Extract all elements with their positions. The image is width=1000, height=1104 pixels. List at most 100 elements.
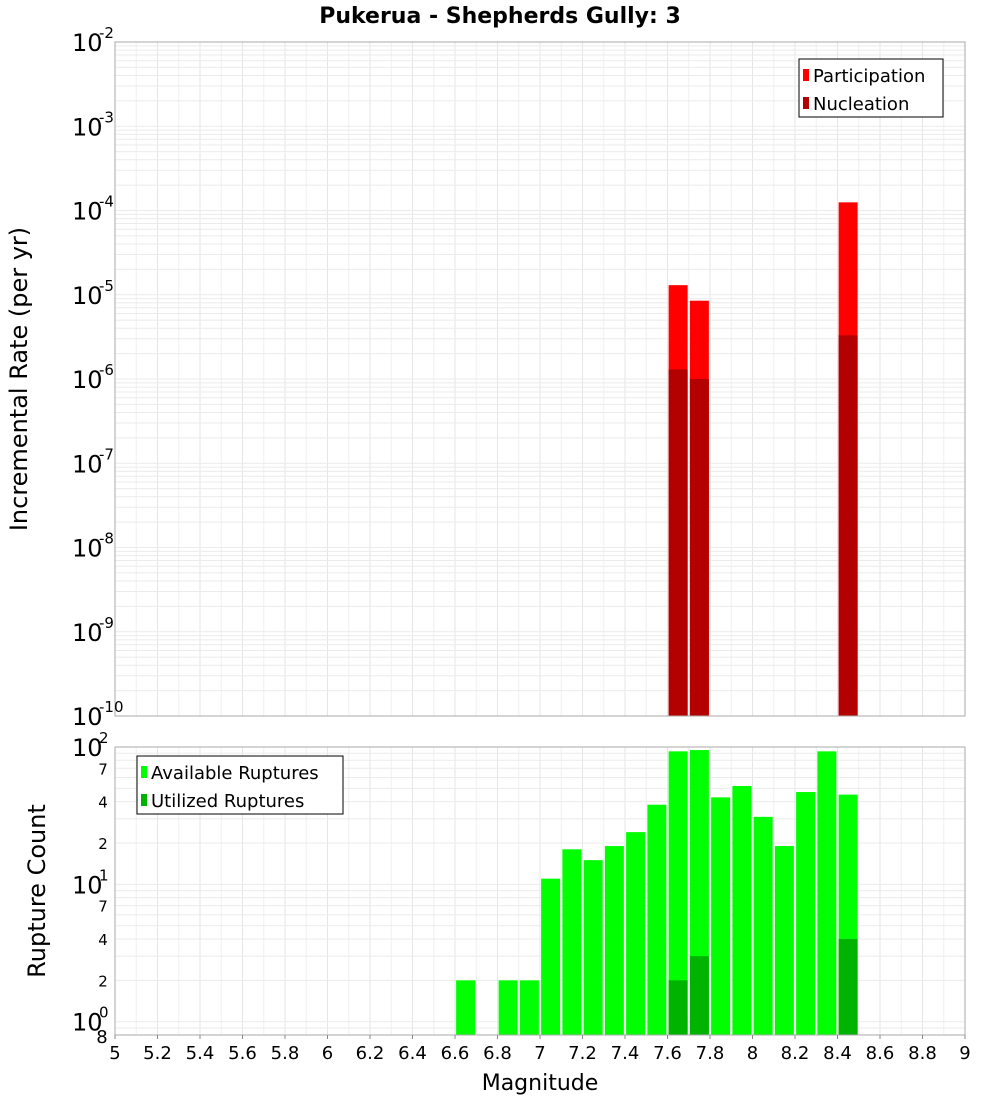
y-tick-base: 10	[72, 450, 103, 478]
y-tick-exponent: -5	[99, 277, 114, 295]
legend-label: Utilized Ruptures	[151, 791, 304, 812]
x-tick-label: 8.2	[781, 1043, 810, 1064]
legend-swatch	[803, 69, 809, 81]
available-ruptures-bar	[456, 980, 476, 1035]
x-tick-label: 9	[959, 1043, 970, 1064]
utilized-ruptures-bar	[689, 956, 709, 1035]
x-tick-label: 8	[747, 1043, 758, 1064]
available-ruptures-bar	[732, 786, 752, 1035]
nucleation-bar	[668, 369, 688, 716]
available-ruptures-bar	[519, 980, 539, 1035]
y-tick-base: 10	[72, 871, 103, 899]
y-tick-base: 10	[72, 703, 103, 731]
x-tick-label: 8.6	[866, 1043, 895, 1064]
y-tick-base: 10	[72, 282, 103, 310]
x-tick-label: 6.4	[398, 1043, 427, 1064]
y-minor-label: 4	[98, 794, 108, 812]
available-ruptures-bar	[498, 980, 518, 1035]
y-minor-label: 7	[98, 760, 108, 778]
x-tick-label: 7.2	[568, 1043, 597, 1064]
y-tick-label: 10-4	[72, 193, 114, 226]
available-ruptures-bar	[753, 816, 773, 1035]
legend-box	[136, 755, 344, 815]
x-tick-label: 7.4	[611, 1043, 640, 1064]
y-minor-label: 4	[98, 931, 108, 949]
y-tick-exponent: 1	[99, 866, 109, 884]
x-tick-label: 7.6	[653, 1043, 682, 1064]
y-minor-label: 8	[96, 1027, 107, 1048]
legend-swatch	[141, 794, 147, 806]
x-axis-title: Magnitude	[482, 1071, 599, 1096]
x-tick-label: 8.8	[908, 1043, 937, 1064]
y-axis-title: Rupture Count	[23, 804, 51, 978]
y-tick-exponent: -6	[99, 361, 114, 379]
utilized-ruptures-bar	[838, 939, 858, 1035]
y-minor-label: 2	[98, 835, 108, 853]
y-minor-label: 7	[98, 898, 108, 916]
y-tick-exponent: -7	[99, 445, 114, 463]
x-tick-label: 5.6	[228, 1043, 257, 1064]
y-tick-base: 10	[72, 198, 103, 226]
nucleation-bar	[838, 335, 858, 716]
legend-label: Participation	[813, 66, 925, 87]
y-tick-base: 10	[72, 113, 103, 141]
legend-swatch	[141, 766, 147, 778]
x-tick-label: 6.2	[356, 1043, 385, 1064]
y-tick-label: 10-8	[72, 530, 114, 563]
legend-label: Nucleation	[813, 94, 909, 115]
y-tick-label: 10-9	[72, 614, 114, 647]
y-tick-base: 10	[72, 619, 103, 647]
y-tick-base: 10	[72, 1009, 103, 1037]
legend-swatch	[803, 97, 809, 109]
y-tick-exponent: -9	[99, 614, 114, 632]
available-ruptures-bar	[668, 751, 688, 1035]
available-ruptures-bar	[647, 804, 667, 1035]
y-axis-title: Incremental Rate (per yr)	[5, 227, 33, 531]
x-tick-label: 5.4	[186, 1043, 215, 1064]
x-tick-label: 6.8	[483, 1043, 512, 1064]
available-ruptures-bar	[796, 792, 816, 1035]
y-tick-base: 10	[72, 535, 103, 563]
available-ruptures-bar	[541, 878, 561, 1035]
available-ruptures-bar	[817, 751, 837, 1035]
utilized-ruptures-bar	[668, 980, 688, 1035]
x-tick-label: 7.8	[696, 1043, 725, 1064]
rate-plot: ParticipationNucleation10-1010-910-810-7…	[5, 24, 966, 731]
y-tick-base: 10	[72, 29, 103, 57]
x-tick-label: 5.8	[271, 1043, 300, 1064]
y-tick-exponent: -4	[99, 193, 114, 211]
y-tick-exponent: -3	[99, 108, 114, 126]
legend-label: Available Ruptures	[151, 763, 319, 784]
y-tick-exponent: -2	[99, 24, 114, 42]
y-major-label: 102	[72, 729, 109, 762]
available-ruptures-bar	[562, 849, 582, 1035]
legend-box	[798, 58, 944, 118]
y-tick-base: 10	[72, 366, 103, 394]
y-tick-exponent: -10	[99, 698, 124, 716]
x-tick-label: 7	[534, 1043, 545, 1064]
plot-frame	[114, 41, 966, 717]
available-ruptures-bar	[626, 832, 646, 1035]
x-tick-label: 6	[322, 1043, 333, 1064]
y-tick-label: 10-5	[72, 277, 114, 310]
x-tick-label: 5	[109, 1043, 120, 1064]
chart-title: Pukerua - Shepherds Gully: 3	[319, 4, 681, 29]
y-tick-base: 10	[72, 734, 103, 762]
y-tick-exponent: 0	[99, 1004, 109, 1022]
y-major-label: 101	[72, 866, 109, 899]
available-ruptures-bar	[774, 846, 794, 1035]
y-tick-exponent: 2	[99, 729, 109, 747]
y-tick-label: 10-2	[72, 24, 114, 57]
x-tick-label: 5.2	[143, 1043, 172, 1064]
y-tick-label: 10-6	[72, 361, 114, 394]
y-minor-label: 2	[98, 972, 108, 990]
y-tick-label: 10-7	[72, 445, 114, 478]
available-ruptures-bar	[583, 860, 603, 1035]
y-major-label: 100	[72, 1004, 109, 1037]
available-ruptures-bar	[604, 846, 624, 1035]
nucleation-bar	[689, 379, 709, 716]
x-tick-label: 6.6	[441, 1043, 470, 1064]
